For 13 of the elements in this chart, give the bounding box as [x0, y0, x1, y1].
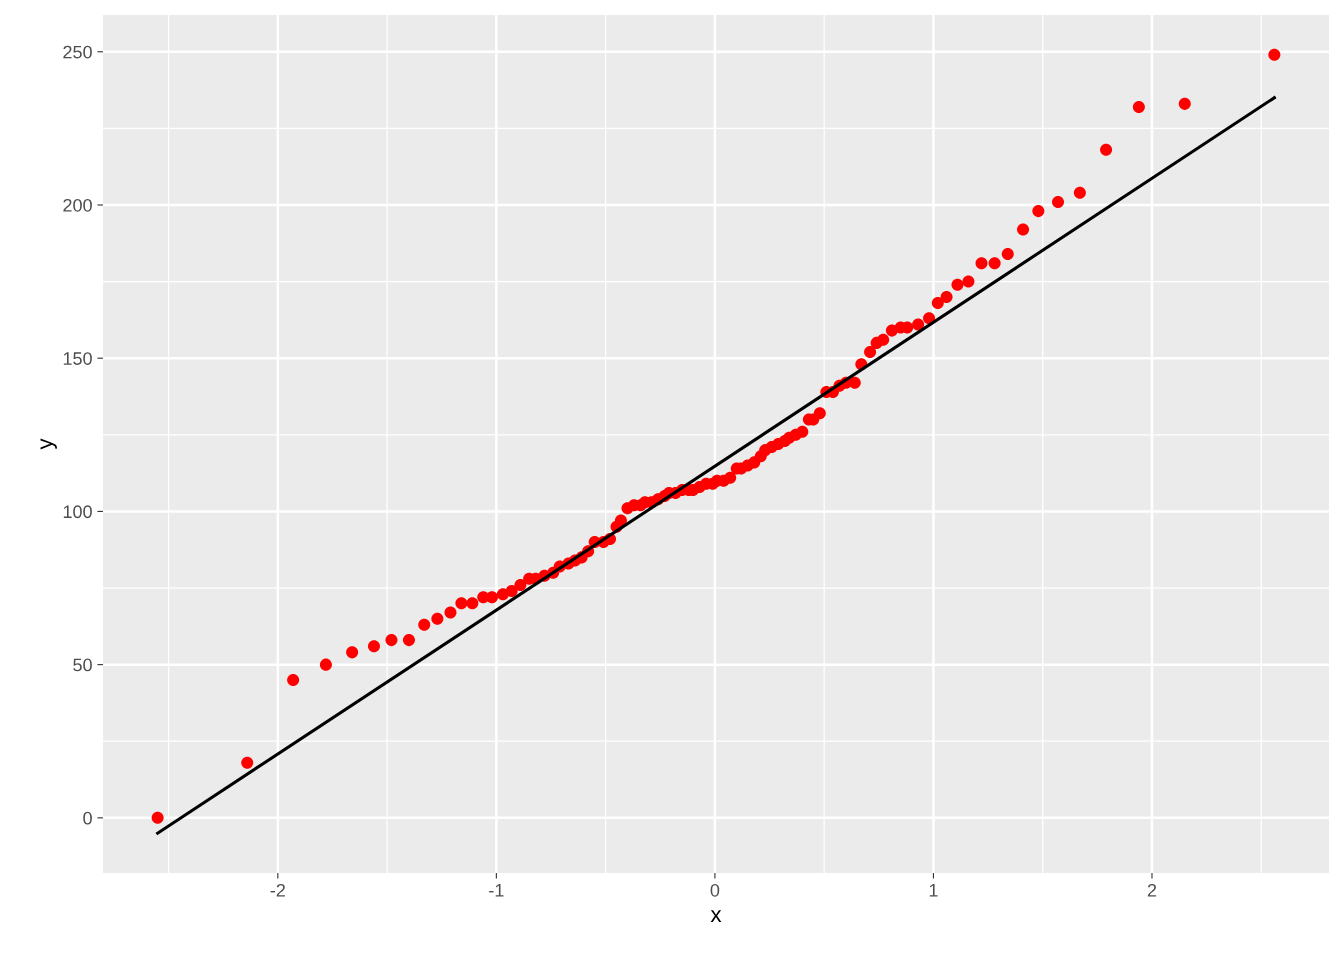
x-tick-label: 2 [1147, 883, 1157, 897]
y-tick-label: 50 [73, 658, 92, 672]
y-tick-label: 200 [63, 198, 92, 212]
y-tick-label: 100 [63, 505, 92, 519]
x-tick-label: 1 [929, 884, 938, 897]
x-tick-label: 0 [710, 883, 720, 897]
y-tick-label: 0 [83, 811, 92, 825]
x-tick-label: -2 [270, 883, 285, 897]
x-tick-label: -1 [489, 884, 504, 897]
y-tick-label: 250 [63, 45, 92, 59]
y-tick-label: 150 [63, 352, 92, 365]
x-axis-title: x [710, 910, 722, 922]
y-axis-title: y [40, 438, 57, 450]
